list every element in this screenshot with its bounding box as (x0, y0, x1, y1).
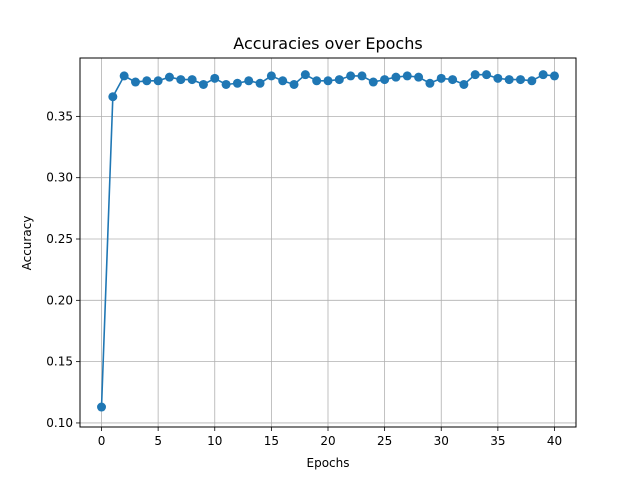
data-point (527, 76, 537, 86)
data-point (221, 79, 231, 89)
ticks: 0 5 10 15 20 25 30 35 40 0.10 0.15 0.20 0.25 0.30 0.35 (46, 109, 562, 448)
data-point (198, 79, 208, 89)
data-point (266, 71, 276, 81)
data-point (153, 76, 163, 86)
x-tick-label: 30 (434, 434, 449, 448)
data-point (119, 71, 129, 81)
data-point (402, 71, 412, 81)
data-point (549, 71, 559, 81)
data-point (232, 78, 242, 88)
data-point (278, 76, 288, 86)
data-point (459, 79, 469, 89)
data-point (244, 76, 254, 86)
data-point (414, 72, 424, 82)
data-point (493, 73, 503, 83)
data-point (425, 78, 435, 88)
x-tick-label: 35 (490, 434, 505, 448)
data-point (368, 77, 378, 87)
data-point (436, 73, 446, 83)
data-point (255, 78, 265, 88)
data-point (346, 71, 356, 81)
y-axis-label: Accuracy (20, 216, 34, 271)
y-tick-label: 0.30 (46, 171, 73, 185)
data-point (357, 71, 367, 81)
y-tick-label: 0.15 (46, 355, 73, 369)
data-point (482, 70, 492, 80)
x-tick-label: 25 (377, 434, 392, 448)
data-point (448, 75, 458, 85)
data-point (187, 75, 197, 85)
data-point (323, 76, 333, 86)
data-point (516, 75, 526, 85)
data-point (108, 92, 118, 102)
x-tick-label: 5 (154, 434, 162, 448)
grid (80, 58, 576, 427)
data-point (312, 76, 322, 86)
data-point (470, 70, 480, 80)
y-tick-label: 0.35 (46, 109, 73, 123)
data-point (130, 77, 140, 87)
y-tick-label: 0.20 (46, 293, 73, 307)
data-point (300, 70, 310, 80)
y-tick-label: 0.25 (46, 232, 73, 246)
data-point (176, 75, 186, 85)
x-tick-label: 10 (207, 434, 222, 448)
data-point (538, 70, 548, 80)
data-point (289, 79, 299, 89)
data-point (504, 75, 514, 85)
data-point (164, 72, 174, 82)
x-tick-label: 0 (98, 434, 106, 448)
series-markers-group (97, 70, 559, 412)
x-tick-label: 40 (547, 434, 562, 448)
data-point (97, 402, 107, 412)
data-point (210, 73, 220, 83)
data-point (380, 75, 390, 85)
data-point (334, 75, 344, 85)
y-tick-label: 0.10 (46, 416, 73, 430)
x-axis-label: Epochs (307, 456, 350, 470)
x-tick-label: 15 (264, 434, 279, 448)
data-point (142, 76, 152, 86)
data-point (391, 72, 401, 82)
chart-title: Accuracies over Epochs (233, 34, 422, 53)
x-tick-label: 20 (320, 434, 335, 448)
